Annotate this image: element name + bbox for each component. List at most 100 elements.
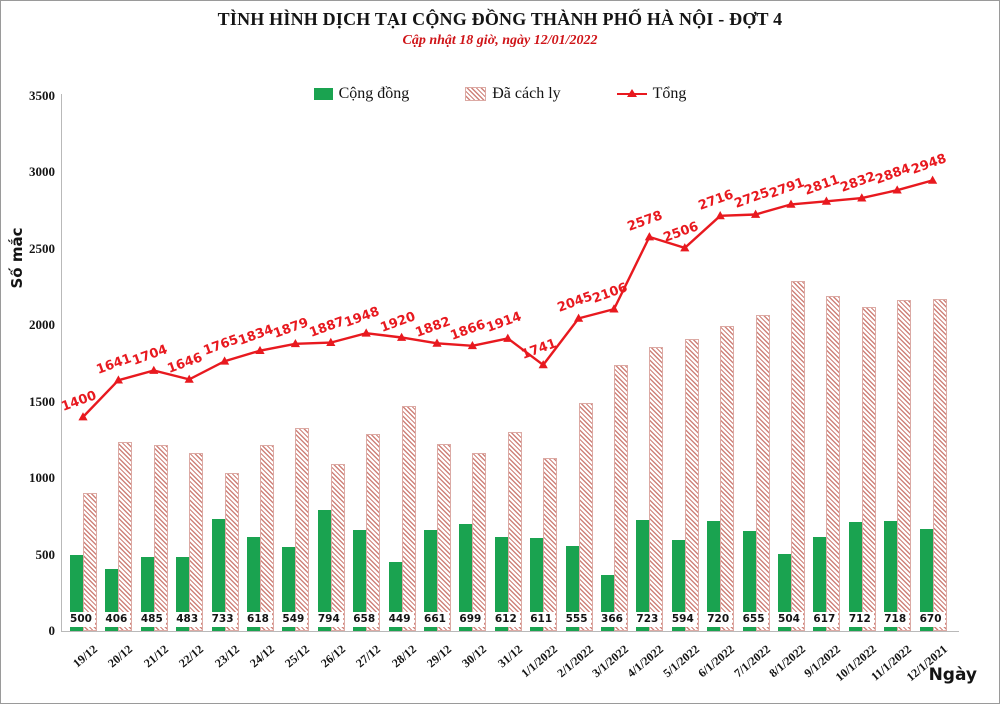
total-value-label: 2948 bbox=[909, 151, 949, 179]
bar-isolated bbox=[861, 306, 876, 631]
bar-isolated bbox=[295, 427, 310, 631]
total-marker-icon bbox=[503, 333, 513, 342]
total-marker-icon bbox=[892, 185, 902, 194]
total-marker-icon bbox=[680, 243, 690, 252]
bar-isolated bbox=[649, 347, 664, 631]
bar-isolated bbox=[224, 473, 239, 631]
bar-value-label: 549 bbox=[279, 612, 308, 627]
bar-value-label: 655 bbox=[739, 612, 768, 627]
bar-value-label: 555 bbox=[562, 612, 591, 627]
bar-community bbox=[778, 553, 791, 631]
total-value-label: 1400 bbox=[59, 388, 99, 415]
x-axis-title: Ngày bbox=[928, 665, 977, 685]
legend-label-isolated: Đã cách ly bbox=[492, 85, 561, 102]
bar-isolated bbox=[437, 444, 451, 631]
chart-subtitle: Cập nhật 18 giờ, ngày 12/01/2022 bbox=[402, 33, 598, 48]
bar-community bbox=[530, 537, 544, 631]
total-marker-icon bbox=[184, 374, 194, 383]
bar-community bbox=[671, 540, 685, 631]
bar-isolated bbox=[507, 431, 522, 631]
bar-isolated bbox=[83, 493, 97, 631]
y-tick-label: 3000 bbox=[29, 164, 55, 180]
bar-value-label: 658 bbox=[350, 612, 379, 627]
bar-value-label: 485 bbox=[137, 612, 166, 627]
bar-isolated bbox=[755, 314, 770, 631]
bar-value-label: 712 bbox=[845, 612, 874, 627]
bar-community bbox=[70, 554, 83, 631]
bar-community bbox=[247, 536, 260, 631]
bar-isolated bbox=[720, 325, 735, 631]
bar-value-label: 366 bbox=[598, 612, 626, 627]
bar-value-label: 594 bbox=[668, 612, 697, 627]
y-tick-label: 500 bbox=[35, 546, 56, 562]
total-marker-icon bbox=[609, 304, 619, 313]
bar-value-label: 699 bbox=[456, 612, 485, 627]
bar-community bbox=[919, 528, 933, 631]
total-marker-icon bbox=[786, 199, 796, 208]
total-marker-icon bbox=[220, 356, 230, 365]
total-marker-icon bbox=[432, 338, 442, 347]
legend-swatch-hatched-icon bbox=[465, 87, 487, 101]
total-marker-icon bbox=[290, 338, 300, 348]
y-tick-label: 2000 bbox=[29, 317, 55, 333]
bar-community bbox=[424, 529, 437, 631]
bar-community bbox=[884, 521, 898, 631]
bar-isolated bbox=[330, 463, 345, 631]
bar-community bbox=[317, 509, 331, 631]
bar-value-label: 733 bbox=[208, 612, 237, 627]
bar-isolated bbox=[118, 442, 133, 631]
total-marker-icon bbox=[928, 175, 938, 184]
bar-value-label: 504 bbox=[775, 612, 803, 627]
total-marker-icon bbox=[821, 196, 831, 205]
bar-isolated bbox=[260, 445, 274, 631]
bar-value-label: 670 bbox=[916, 612, 945, 627]
bar-isolated bbox=[684, 338, 699, 631]
legend: Cộng đồng Đã cách ly Tổng bbox=[1, 85, 999, 103]
bar-value-label: 661 bbox=[421, 612, 449, 627]
bar-value-label: 723 bbox=[633, 612, 662, 627]
bar-value-label: 406 bbox=[102, 612, 131, 627]
bar-value-label: 718 bbox=[881, 612, 910, 627]
bar-isolated bbox=[472, 452, 487, 631]
y-tick-label: 1500 bbox=[29, 393, 55, 409]
bar-isolated bbox=[791, 281, 805, 631]
total-marker-icon bbox=[361, 328, 371, 337]
bar-value-label: 500 bbox=[67, 612, 95, 627]
total-marker-icon bbox=[326, 337, 336, 346]
bar-value-label: 449 bbox=[385, 612, 414, 627]
total-marker-icon bbox=[751, 209, 761, 218]
legend-item-total: Tổng bbox=[616, 85, 687, 103]
legend-item-isolated: Đã cách ly bbox=[465, 85, 561, 103]
bar-community bbox=[459, 524, 473, 631]
bar-community bbox=[282, 547, 296, 631]
y-tick-label: 1000 bbox=[29, 470, 55, 486]
bar-isolated bbox=[543, 458, 558, 631]
legend-swatch-line-marker-icon bbox=[616, 88, 647, 100]
bar-isolated bbox=[401, 406, 416, 631]
total-value-label: 1741 bbox=[519, 336, 559, 363]
legend-swatch-green-icon bbox=[313, 88, 333, 100]
legend-label-total: Tổng bbox=[652, 85, 687, 102]
bar-value-label: 720 bbox=[704, 612, 733, 627]
bar-value-label: 611 bbox=[527, 612, 556, 627]
bar-value-label: 794 bbox=[314, 612, 343, 627]
bar-community bbox=[848, 522, 862, 631]
legend-item-community: Cộng đồng bbox=[313, 85, 409, 103]
bar-community bbox=[211, 518, 225, 631]
total-marker-icon bbox=[538, 360, 548, 369]
total-marker-icon bbox=[255, 345, 265, 355]
total-value-label: 1914 bbox=[484, 309, 524, 337]
bar-value-label: 617 bbox=[810, 612, 839, 627]
bar-isolated bbox=[897, 299, 912, 631]
bar-isolated bbox=[826, 295, 841, 631]
bar-isolated bbox=[614, 365, 628, 631]
y-tick-label: 0 bbox=[48, 623, 56, 638]
y-tick-label: 2500 bbox=[29, 240, 55, 256]
bar-community bbox=[636, 520, 650, 631]
bar-value-label: 612 bbox=[491, 612, 520, 627]
bar-isolated bbox=[366, 433, 381, 631]
bar-isolated bbox=[153, 444, 168, 631]
chart-title: TÌNH HÌNH DỊCH TẠI CỘNG ĐỒNG THÀNH PHỐ H… bbox=[217, 9, 783, 29]
bar-isolated bbox=[932, 299, 947, 631]
total-value-label: 2106 bbox=[590, 280, 630, 307]
